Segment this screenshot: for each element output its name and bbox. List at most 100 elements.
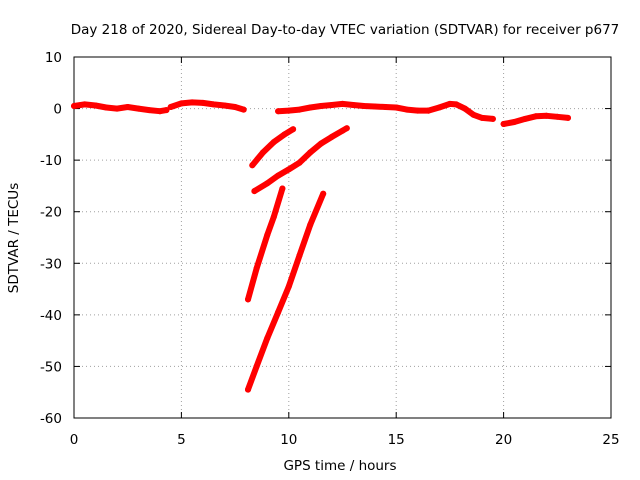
y-tick-label: -20	[40, 205, 62, 221]
data-point	[103, 104, 110, 111]
data-point	[285, 166, 292, 173]
y-tick-label: -30	[40, 256, 62, 272]
data-point	[81, 101, 88, 108]
data-point	[156, 108, 163, 115]
data-point	[124, 104, 131, 110]
data-point	[279, 185, 286, 192]
data-point	[285, 107, 292, 114]
data-point	[240, 106, 247, 113]
data-point	[285, 283, 292, 290]
data-point	[189, 99, 196, 106]
data-point	[232, 104, 239, 110]
data-point	[554, 113, 561, 120]
data-point	[210, 101, 217, 108]
x-tick-label: 0	[70, 432, 79, 448]
data-point	[296, 252, 303, 259]
data-point	[221, 102, 228, 109]
data-point	[414, 107, 421, 114]
data-point	[253, 265, 260, 272]
data-point	[275, 108, 282, 115]
data-point	[92, 102, 99, 109]
data-point	[71, 103, 77, 109]
data-point	[382, 104, 389, 110]
x-tick-label: 15	[388, 432, 405, 448]
x-tick-label: 25	[602, 432, 619, 448]
data-point	[264, 335, 271, 342]
x-tick-label: 5	[177, 432, 186, 448]
plot-frame	[73, 56, 612, 419]
data-point	[350, 102, 357, 108]
data-point	[393, 104, 400, 111]
y-axis-label: SDTVAR / TECUs	[6, 183, 22, 293]
y-tick-label: 0	[53, 102, 62, 118]
series-line-9	[245, 190, 327, 393]
data-point	[251, 188, 258, 195]
series-line-7	[251, 125, 350, 195]
data-point	[361, 103, 367, 109]
series-line-8	[245, 185, 286, 303]
data-point	[270, 213, 277, 220]
data-point	[425, 107, 432, 114]
data-point	[318, 140, 324, 147]
axis-ticks: 0 5 10 15 20 25 -60 -50 -40 -30 -20 -10 0 10	[40, 50, 620, 448]
data-point	[199, 99, 206, 106]
series-group	[71, 99, 571, 393]
data-point	[436, 104, 443, 111]
data-point	[264, 231, 271, 238]
data-point	[178, 100, 185, 107]
data-point	[461, 105, 468, 112]
data-point	[281, 131, 288, 138]
data-point	[307, 149, 314, 156]
data-point	[307, 221, 314, 228]
data-point	[453, 101, 460, 108]
data-point	[260, 149, 266, 156]
data-point	[275, 309, 282, 316]
data-point	[270, 139, 277, 146]
data-point	[296, 106, 303, 113]
data-point	[403, 106, 410, 113]
data-point	[245, 296, 251, 303]
y-tick-label: 10	[45, 50, 62, 66]
data-point	[489, 115, 496, 122]
data-point	[511, 119, 518, 125]
data-point	[275, 172, 282, 179]
data-point	[135, 105, 142, 112]
data-point	[371, 103, 378, 110]
data-point	[328, 133, 335, 140]
data-point	[328, 102, 335, 108]
data-point	[543, 112, 550, 119]
grid	[74, 57, 611, 418]
data-point	[167, 104, 174, 110]
y-tick-label: -40	[40, 308, 62, 324]
data-point	[532, 113, 539, 120]
x-tick-label: 10	[280, 432, 297, 448]
series-line-1	[71, 101, 170, 115]
data-point	[479, 114, 486, 121]
y-tick-label: -10	[40, 153, 62, 169]
data-point	[446, 100, 453, 107]
x-axis-label: GPS time / hours	[283, 458, 396, 474]
y-tick-label: -60	[40, 411, 62, 427]
data-point	[470, 111, 477, 118]
data-point	[318, 103, 324, 109]
data-point	[339, 100, 346, 107]
data-point	[320, 190, 327, 197]
data-point	[343, 125, 350, 132]
data-point	[500, 121, 507, 127]
y-tick-label: -50	[40, 359, 62, 375]
data-point	[264, 180, 271, 187]
data-point	[114, 105, 120, 112]
data-point	[290, 126, 297, 133]
data-point	[296, 159, 303, 166]
data-point	[307, 104, 314, 111]
data-point	[253, 363, 260, 370]
x-tick-label: 20	[495, 432, 512, 448]
data-point	[565, 114, 571, 121]
data-point	[146, 107, 153, 114]
chart-title: Day 218 of 2020, Sidereal Day-to-day VTE…	[71, 22, 620, 38]
data-point	[163, 107, 170, 114]
data-point	[522, 115, 529, 122]
data-point	[245, 386, 251, 393]
data-point	[249, 162, 256, 169]
